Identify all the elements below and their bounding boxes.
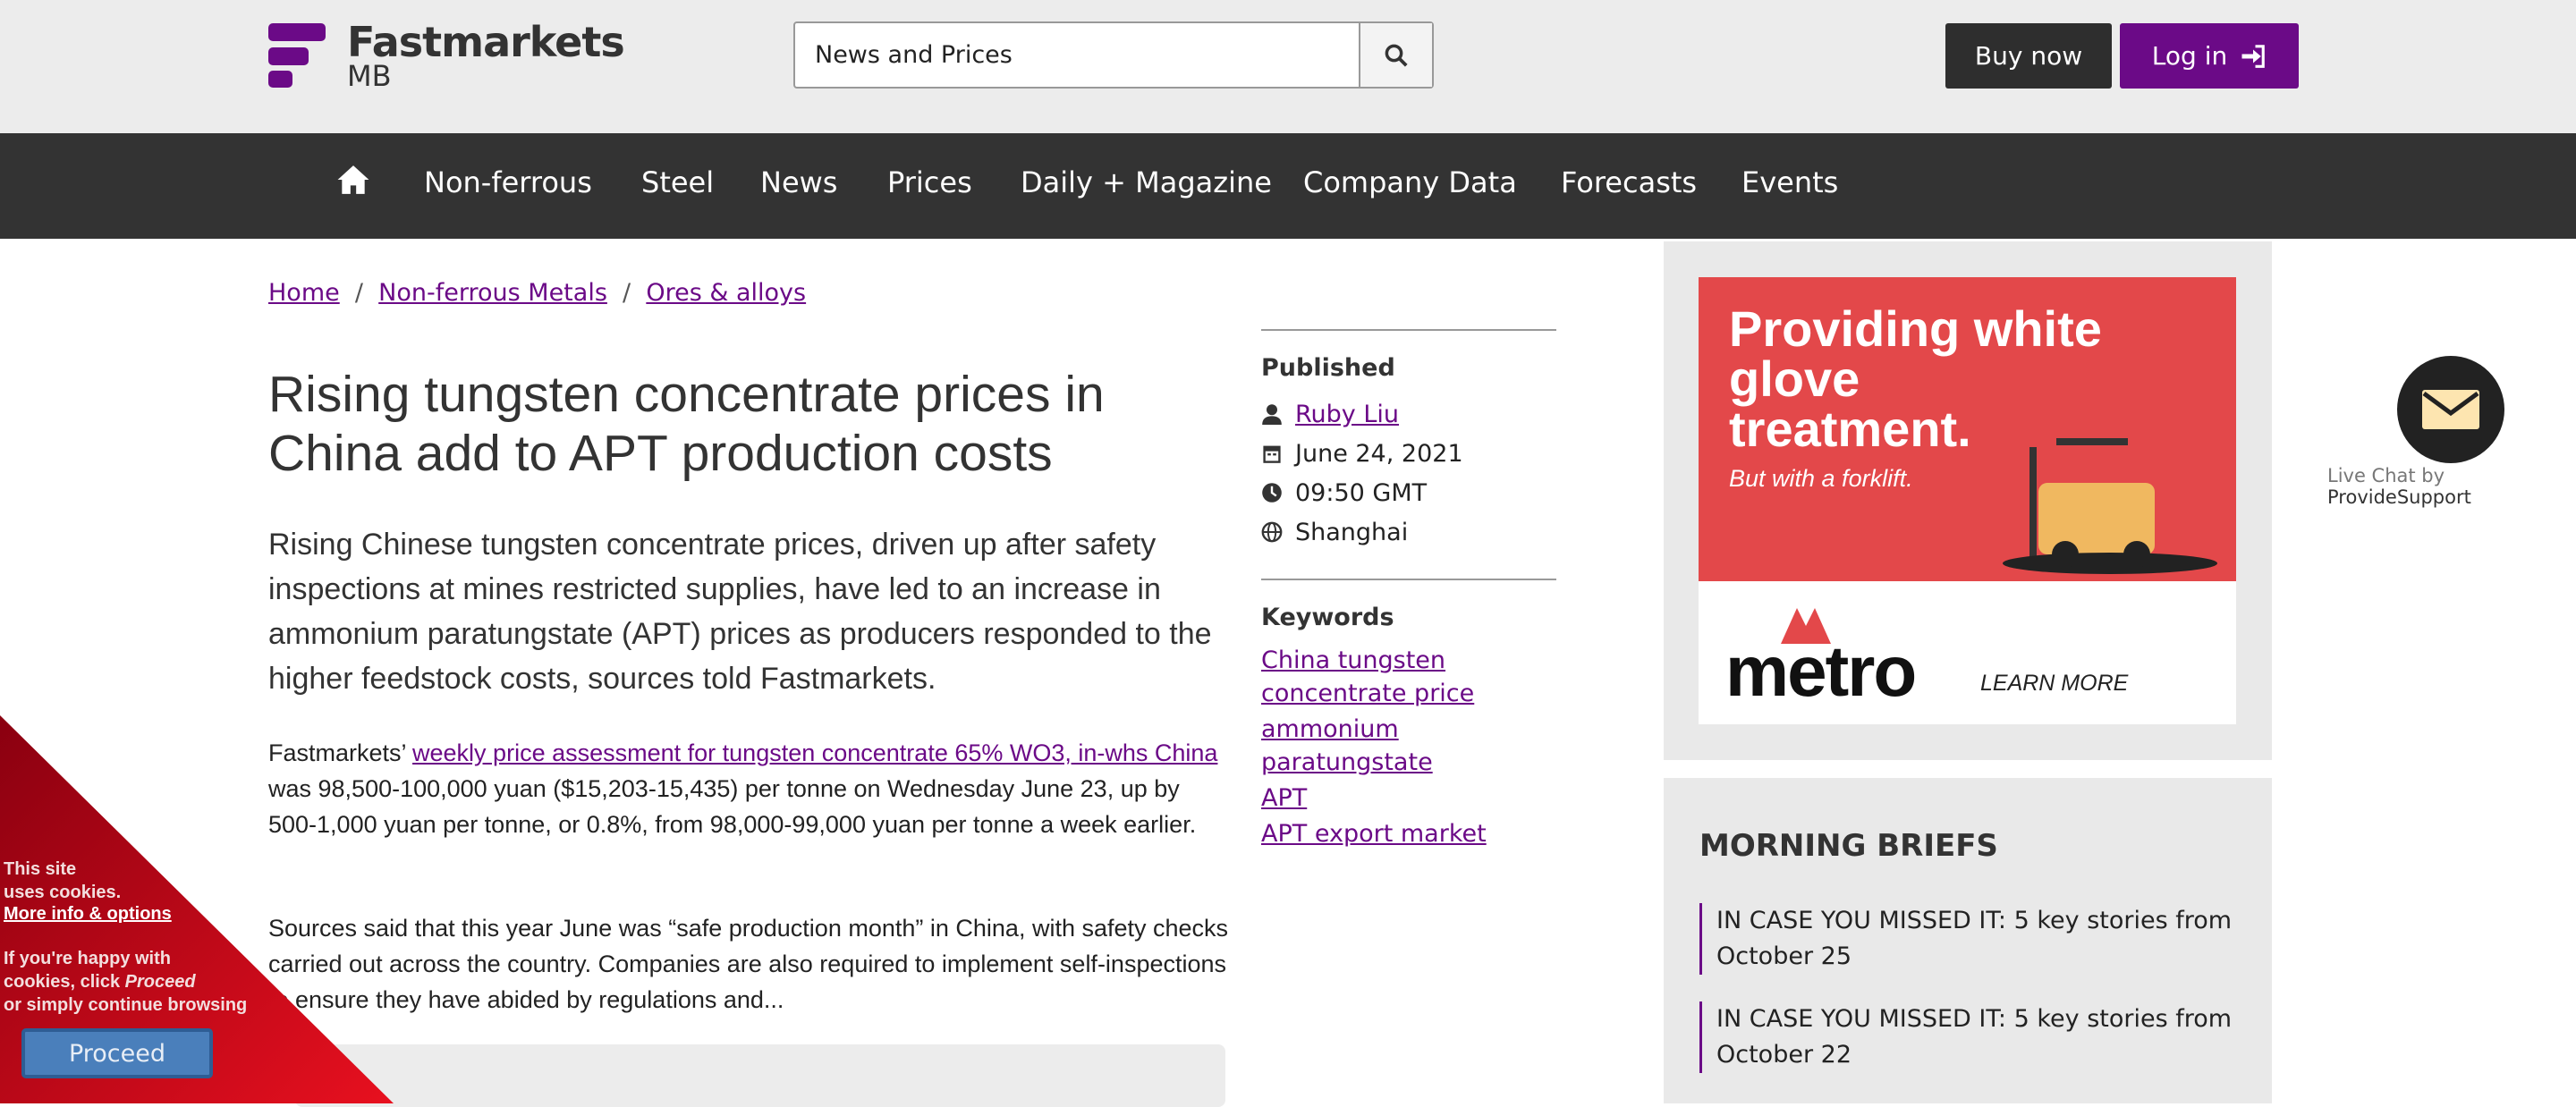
nav-daily-magazine[interactable]: Daily + Magazine: [1021, 165, 1272, 199]
logo-subtext: MB: [347, 59, 392, 93]
breadcrumb-home[interactable]: Home: [268, 279, 340, 307]
search-button[interactable]: [1359, 23, 1432, 87]
cookie-proceed-button[interactable]: Proceed: [21, 1028, 213, 1078]
cookie-text: or simply continue browsing: [4, 995, 248, 1015]
morning-briefs-panel: MORNING BRIEFS IN CASE YOU MISSED IT: 5 …: [1664, 778, 2272, 1103]
ad-brand-logo: metro: [1725, 631, 1917, 711]
breadcrumb-non-ferrous-metals[interactable]: Non-ferrous Metals: [378, 279, 607, 307]
breadcrumb: Home / Non-ferrous Metals / Ores & alloy…: [268, 279, 807, 307]
calendar-icon: [1263, 445, 1281, 463]
nav-prices[interactable]: Prices: [887, 165, 972, 199]
envelope-icon: [2422, 390, 2479, 429]
published-heading: Published: [1261, 354, 1395, 382]
logo-mark-icon: [268, 47, 309, 65]
logo-mark-icon: [268, 71, 292, 88]
cookie-text: cookies, click: [4, 972, 125, 992]
forklift-image: [2003, 438, 2217, 574]
text: was 98,500-100,000 yuan ($15,203-15,435)…: [268, 775, 1197, 838]
text: Live Chat by: [2327, 465, 2445, 486]
keyword-link[interactable]: APT: [1261, 784, 1308, 812]
main-nav: Non-ferrous Steel News Prices Daily + Ma…: [0, 133, 2576, 239]
globe-icon: [1261, 521, 1283, 543]
price-assessment-link[interactable]: weekly price assessment for tungsten con…: [412, 739, 1218, 766]
author-link[interactable]: Ruby Liu: [1295, 400, 1400, 428]
article-paragraph: Sources said that this year June was “sa…: [268, 915, 1229, 1013]
nav-steel[interactable]: Steel: [641, 165, 715, 199]
log-in-label: Log in: [2151, 41, 2228, 71]
cookie-text: This site: [4, 859, 77, 879]
keyword-link[interactable]: China tungsten concentrate price: [1261, 646, 1475, 707]
clock-icon: [1262, 483, 1282, 503]
metro-logo-icon: [1781, 608, 1831, 644]
logo-mark-icon: [268, 23, 326, 41]
sign-in-icon: [2241, 44, 2266, 68]
text: Fastmarkets’: [268, 739, 413, 766]
search-box: [793, 21, 1434, 89]
nav-news[interactable]: News: [760, 165, 838, 199]
keyword-link[interactable]: APT export market: [1261, 820, 1487, 848]
ad-learn-more: LEARN MORE: [1980, 671, 2129, 696]
brief-item[interactable]: IN CASE YOU MISSED IT: 5 key stories fro…: [1699, 903, 2236, 975]
content-panel: [295, 1044, 1225, 1107]
article-lead: Rising Chinese tungsten concentrate pric…: [268, 528, 1212, 696]
text: ProvideSupport: [2327, 486, 2471, 508]
live-chat-label[interactable]: Live Chat by ProvideSupport: [2327, 465, 2576, 508]
article-paragraph: Fastmarkets’ weekly price assessment for…: [268, 735, 1230, 842]
site-header: Fastmarkets MB Buy now Log in: [0, 0, 2576, 133]
morning-briefs-title: MORNING BRIEFS: [1699, 828, 1998, 864]
search-input[interactable]: [795, 23, 1359, 87]
advertisement[interactable]: Providing white glove treatment. But wit…: [1699, 277, 2236, 724]
log-in-button[interactable]: Log in: [2120, 23, 2299, 89]
article-title: Rising tungsten concentrate prices in Ch…: [268, 366, 1105, 482]
live-chat-button[interactable]: [2397, 356, 2504, 463]
home-icon[interactable]: [336, 164, 370, 196]
nav-company-data[interactable]: Company Data: [1303, 165, 1517, 199]
location: Shanghai: [1295, 518, 1409, 546]
ad-headline: Providing white glove treatment.: [1729, 300, 2102, 457]
keyword-link[interactable]: ammonium paratungstate: [1261, 715, 1433, 776]
publish-date: June 24, 2021: [1295, 439, 1463, 468]
cookie-text: uses cookies.: [4, 883, 122, 902]
logo-text: Fastmarkets: [347, 18, 625, 66]
publish-time: 09:50 GMT: [1295, 478, 1428, 507]
search-icon: [1385, 44, 1408, 67]
cookie-text: If you're happy with: [4, 949, 171, 968]
cookie-text: Proceed: [124, 972, 196, 992]
cookie-more-info-link[interactable]: More info & options: [4, 904, 172, 924]
keywords-heading: Keywords: [1261, 604, 1394, 631]
ad-subtext: But with a forklift.: [1729, 465, 1913, 492]
article-meta: Published Ruby Liu June 24, 2021 09:50 G…: [1261, 329, 1556, 853]
buy-now-button[interactable]: Buy now: [1945, 23, 2112, 89]
nav-events[interactable]: Events: [1741, 165, 1839, 199]
breadcrumb-ores-alloys[interactable]: Ores & alloys: [646, 279, 807, 307]
nav-forecasts[interactable]: Forecasts: [1561, 165, 1698, 199]
brief-item[interactable]: IN CASE YOU MISSED IT: 5 key stories fro…: [1699, 1001, 2236, 1073]
user-icon: [1262, 404, 1282, 425]
nav-non-ferrous[interactable]: Non-ferrous: [424, 165, 592, 199]
ad-footer: [1699, 581, 2236, 724]
